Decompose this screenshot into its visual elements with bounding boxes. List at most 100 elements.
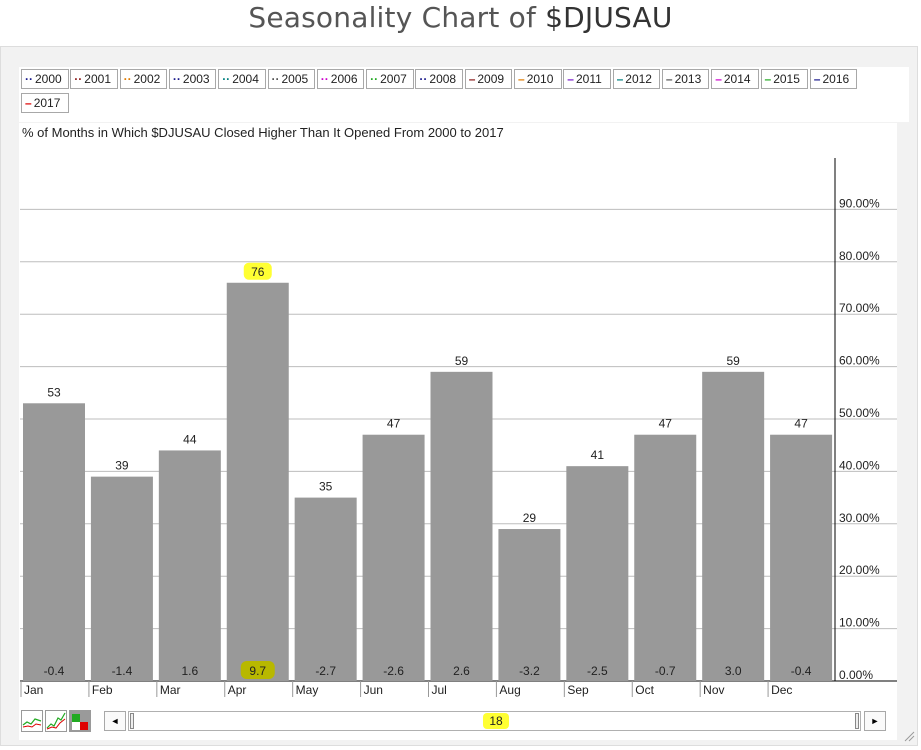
legend-item-2017[interactable]: –2017 (21, 93, 69, 113)
x-tick-label: Jun (364, 683, 383, 697)
bar-mar (158, 450, 221, 681)
legend-swatch: – (518, 72, 525, 86)
legend-label: 2005 (281, 72, 309, 86)
scroll-thumb-right-handle[interactable] (855, 713, 859, 729)
legend-label: 2012 (625, 72, 652, 86)
legend-label: 2001 (84, 72, 111, 86)
legend-swatch: ·· (271, 72, 280, 86)
y-tick-label: 70.00% (839, 301, 880, 315)
bar-avg-change-label: -3.2 (519, 664, 540, 678)
y-tick-label: 60.00% (839, 354, 880, 368)
x-tick-label: Sep (567, 683, 589, 697)
legend-swatch: – (616, 72, 624, 86)
bar-avg-change-label: -0.4 (791, 664, 812, 678)
x-tick-label: Oct (635, 683, 654, 697)
legend-swatch: – (468, 72, 476, 86)
legend-swatch: ·· (25, 72, 33, 86)
chart-subtitle: % of Months in Which $DJUSAU Closed High… (22, 125, 504, 140)
legend-swatch: – (567, 72, 574, 86)
x-tick-label: Nov (703, 683, 724, 697)
bar-value-label: 47 (794, 417, 808, 431)
legend-swatch: ·· (370, 72, 379, 86)
legend-item-2015[interactable]: –2015 (760, 69, 808, 89)
bar-value-label: 35 (319, 480, 333, 494)
bar-may (294, 497, 357, 681)
bar-value-label: 47 (387, 417, 401, 431)
legend-item-2000[interactable]: ·· 2000 (21, 69, 69, 89)
bar-feb (90, 476, 153, 681)
x-tick-label: Jan (24, 683, 43, 697)
legend-swatch: ·· (172, 72, 181, 86)
legend-label: 2007 (380, 72, 407, 86)
legend-item-2005[interactable]: ·· 2005 (267, 69, 315, 89)
y-tick-label: 20.00% (839, 563, 880, 577)
legend-swatch: – (25, 96, 32, 110)
bar-value-label: 39 (115, 459, 129, 473)
year-legend: ·· 2000 ·· 2001 ·· 2002 ·· 2003 ·· 2004 ·· 2005 ·· 20… (19, 67, 909, 122)
x-tick-label: Aug (499, 683, 520, 697)
legend-item-2004[interactable]: ·· 2004 (218, 69, 266, 89)
resize-grip-icon[interactable] (903, 730, 915, 742)
bar-jul (430, 371, 493, 681)
legend-label: 2000 (35, 72, 62, 86)
y-tick-label: 40.00% (839, 458, 880, 472)
x-tick-label: Jul (432, 683, 447, 697)
x-tick-label: Feb (92, 683, 113, 697)
bar-value-label: 59 (455, 354, 469, 368)
y-tick-label: 80.00% (839, 249, 880, 263)
bar-value-label: 29 (523, 511, 537, 525)
legend-item-2016[interactable]: –2016 (809, 69, 858, 89)
legend-label: 2016 (822, 72, 850, 86)
bar-value-label: 41 (591, 448, 605, 462)
x-tick-label: May (296, 683, 319, 697)
legend-item-2002[interactable]: ·· 2002 (119, 69, 168, 89)
scroll-left-button[interactable]: ◄ (104, 711, 126, 731)
legend-item-2008[interactable]: ·· 2008 (415, 69, 463, 89)
bar-avg-change-label: -2.6 (383, 664, 404, 678)
bar-avg-change-label: 1.6 (181, 664, 198, 678)
legend-item-2009[interactable]: –2009 (464, 69, 513, 89)
bar-avg-change-label: 9.7 (249, 664, 266, 678)
legend-item-2012[interactable]: –2012 (612, 69, 661, 89)
legend-item-2007[interactable]: ·· 2007 (366, 69, 414, 89)
x-tick-label: Dec (771, 683, 792, 697)
legend-swatch: ·· (222, 72, 231, 86)
y-tick-label: 50.00% (839, 406, 880, 420)
bar-dec (770, 434, 833, 681)
legend-item-2010[interactable]: –2010 (514, 69, 562, 89)
legend-item-2014[interactable]: –2014 (711, 69, 759, 89)
bar-nov (702, 371, 765, 681)
legend-swatch: – (715, 72, 722, 86)
x-tick-label: Mar (160, 683, 181, 697)
x-tick-label: Apr (228, 683, 247, 697)
legend-item-2001[interactable]: ·· 2001 (70, 69, 118, 89)
legend-label: 2002 (133, 72, 161, 86)
legend-label: 2011 (575, 72, 602, 86)
y-tick-label: 90.00% (839, 196, 880, 210)
legend-item-2011[interactable]: –2011 (563, 69, 611, 89)
legend-swatch: ·· (419, 72, 428, 86)
legend-swatch: – (764, 72, 772, 86)
highlight-marker (243, 262, 272, 280)
bar-avg-change-label: -0.7 (655, 664, 676, 678)
legend-swatch: – (813, 72, 821, 86)
legend-item-2003[interactable]: ·· 2003 (168, 69, 217, 89)
legend-label: 2009 (477, 72, 505, 86)
multi-line-chart-icon[interactable] (45, 710, 67, 732)
legend-item-2013[interactable]: –2013 (661, 69, 710, 89)
scroll-right-button[interactable]: ► (864, 711, 886, 731)
bar-value-label: 53 (47, 385, 61, 399)
bar-sep (566, 466, 629, 681)
bar-aug (498, 529, 561, 681)
bar-chart-icon[interactable] (69, 710, 91, 732)
bar-value-label: 44 (183, 432, 197, 446)
y-tick-label: 30.00% (839, 511, 880, 525)
bar-avg-change-label: -2.7 (315, 664, 336, 678)
legend-swatch: ·· (123, 72, 132, 86)
line-chart-icon[interactable] (21, 710, 43, 732)
legend-label: 2006 (330, 72, 358, 86)
title-prefix: Seasonality Chart of (248, 1, 546, 34)
legend-label: 2013 (674, 72, 702, 86)
scroll-thumb-left-handle[interactable] (130, 713, 134, 729)
legend-item-2006[interactable]: ·· 2006 (316, 69, 365, 89)
